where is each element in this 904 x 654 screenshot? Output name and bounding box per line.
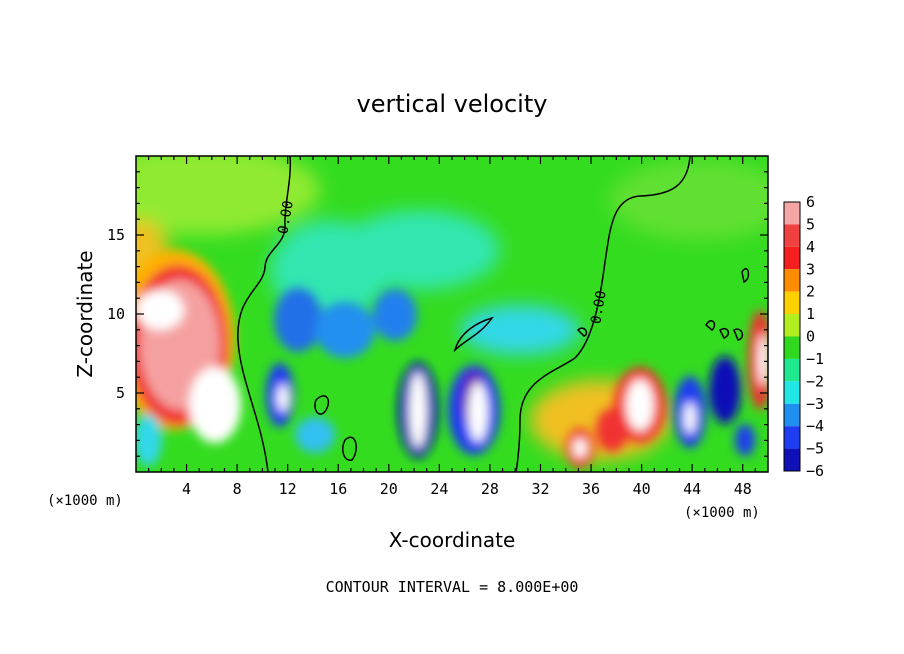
x-tick-label: 28 [481,480,499,498]
z-unit-label: (×1000 m) [47,493,123,509]
zero-contours [237,156,750,472]
chart-title: vertical velocity [357,90,548,118]
colorbar-swatch [784,426,800,449]
x-unit-label: (×1000 m) [684,505,760,521]
x-tick-label: 48 [734,480,752,498]
colorbar-label: −5 [806,440,824,458]
colorbar-swatch [784,314,800,337]
colorbar-swatch [784,403,800,427]
colorbar-label: 1 [806,305,815,323]
colorbar-label: 4 [806,238,815,256]
colorbar-label: 6 [806,193,815,211]
colorbar-label: 0 [806,328,815,346]
colorbar-label: −1 [806,350,824,368]
contour-label-2: 0.00 [588,289,610,325]
x-tick-label: 32 [531,480,549,498]
colorbar-swatch [784,336,800,359]
x-tick-label: 24 [430,480,448,498]
colorbar: 6 5 4 3 2 1 0 −1 −2 −3 −4 −5 −6 [783,193,824,480]
x-tick-label: 8 [233,480,242,498]
colorbar-swatch [784,269,800,292]
contour-interval-note: CONTOUR INTERVAL = 8.000E+00 [326,578,579,596]
colorbar-swatch [784,381,800,404]
x-tick-label: 40 [633,480,651,498]
x-tick-label: 4 [182,480,191,498]
colorbar-swatch [784,202,800,225]
colorbar-swatch [784,291,800,315]
axis-ticks [136,156,768,472]
colorbar-swatch [784,448,800,471]
velocity-field [136,156,768,472]
x-tick-label: 36 [582,480,600,498]
x-tick-label: 44 [683,480,701,498]
colorbar-label: −3 [806,395,824,413]
contour-label-1: 0.00 [275,199,297,235]
x-tick-label: 16 [329,480,347,498]
x-axis-label: X-coordinate [389,528,516,552]
colorbar-label: −6 [806,462,824,480]
colorbar-label: 2 [806,283,815,301]
y-tick-label: 15 [107,226,125,244]
colorbar-label: −4 [806,417,824,435]
colorbar-swatch [784,224,800,247]
colorbar-swatch [784,246,800,270]
y-axis-label: Z-coordinate [73,250,97,377]
colorbar-label: 3 [806,260,815,278]
x-tick-label: 20 [380,480,398,498]
y-tick-label: 5 [116,384,125,402]
x-tick-label: 12 [279,480,297,498]
y-tick-label: 10 [107,305,125,323]
colorbar-swatch [784,358,800,382]
colorbar-label: −2 [806,372,824,390]
colorbar-label: 5 [806,215,815,233]
colorbar-frame [783,201,801,472]
